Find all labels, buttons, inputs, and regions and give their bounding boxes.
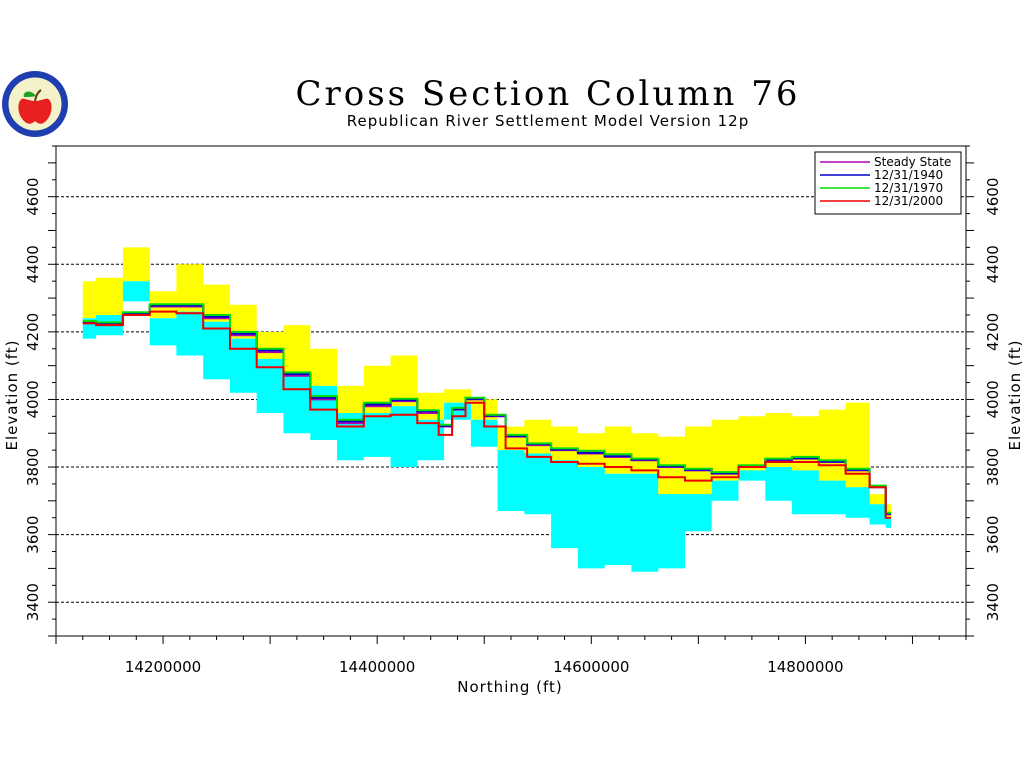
seal-logo [2, 71, 68, 137]
y-tick-label-right-1: 3600 [984, 516, 1002, 554]
chart-title: Cross Section Column 76 [295, 74, 800, 114]
aquifer-layers [82, 247, 892, 572]
x-tick-label-2: 14600000 [553, 658, 629, 676]
y-tick-label-right-2: 3800 [984, 448, 1002, 486]
y-tick-label-left-6: 4600 [24, 178, 42, 216]
legend-label-3: 12/31/2000 [874, 194, 943, 208]
chart-subtitle: Republican River Settlement Model Versio… [347, 112, 749, 130]
y-tick-label-right-0: 3400 [984, 583, 1002, 621]
series-line-3 [82, 310, 892, 519]
y-tick-label-left-5: 4400 [24, 245, 42, 283]
y-tick-label-left-3: 4000 [24, 380, 42, 418]
y-axis-title-left: Elevation (ft) [3, 339, 21, 450]
axis-ticks [48, 145, 974, 644]
head-series [82, 303, 892, 519]
x-tick-label-0: 14200000 [125, 658, 201, 676]
y-tick-label-left-0: 3400 [24, 583, 42, 621]
y-tick-label-left-1: 3600 [24, 516, 42, 554]
legend-label-1: 12/31/1940 [874, 168, 943, 182]
y-axis-title-right: Elevation (ft) [1006, 339, 1024, 450]
apple-icon [18, 98, 52, 124]
grid-lines [56, 196, 966, 603]
plot-frame [55, 145, 967, 637]
x-tick-label-3: 14800000 [767, 658, 843, 676]
leaf-icon [23, 91, 36, 97]
y-tick-label-right-4: 4200 [984, 313, 1002, 351]
axis-tick-labels: 14200000 14400000 14600000 14800000 3400 3400… [24, 178, 1002, 676]
y-tick-label-left-2: 3800 [24, 448, 42, 486]
y-tick-label-right-3: 4000 [984, 380, 1002, 418]
y-tick-label-right-6: 4600 [984, 178, 1002, 216]
y-tick-label-right-5: 4400 [984, 245, 1002, 283]
legend: Steady State12/31/194012/31/197012/31/20… [814, 151, 962, 215]
x-tick-label-1: 14400000 [339, 658, 415, 676]
y-tick-label-left-4: 4200 [24, 313, 42, 351]
x-axis-title: Northing (ft) [457, 678, 563, 696]
legend-label-0: Steady State [874, 155, 951, 169]
upper-layer-band [82, 247, 892, 518]
legend-label-2: 12/31/1970 [874, 181, 943, 195]
